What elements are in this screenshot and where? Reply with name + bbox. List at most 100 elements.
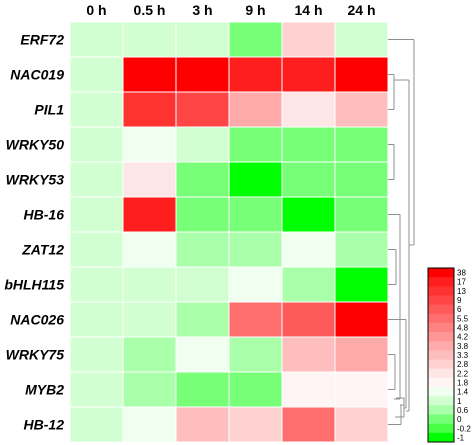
legend-tick-label: 0: [457, 415, 462, 424]
heatmap-cell: [70, 302, 123, 337]
legend-swatch: [428, 368, 454, 379]
legend-swatch: [428, 268, 454, 278]
legend-swatch: [428, 304, 454, 315]
heatmap-cell: [282, 92, 335, 127]
legend-tick-label: 4.2: [457, 333, 469, 342]
heatmap-cell: [282, 232, 335, 267]
legend-tick-label: 1.4: [457, 388, 469, 397]
heatmap-cell: [176, 127, 229, 162]
heatmap-cell: [229, 162, 282, 197]
heatmap-cell: [335, 197, 388, 232]
legend-tick-label: 4.8: [457, 324, 469, 333]
row-label: ZAT12: [21, 242, 64, 258]
row-dendrogram: [388, 39, 415, 425]
legend-swatch: [428, 286, 454, 296]
heatmap-cells: [70, 22, 388, 442]
legend-tick-label: 6: [457, 305, 462, 314]
legend-tick-label: 3.8: [457, 342, 469, 351]
legend-swatch: [428, 359, 454, 370]
legend-tick-label: 9: [457, 296, 462, 305]
legend-tick-label: -1: [457, 433, 465, 442]
column-label: 24 h: [347, 2, 375, 18]
heatmap-cell: [70, 57, 123, 92]
heatmap-cell: [123, 162, 176, 197]
legend-swatch: [428, 405, 454, 416]
heatmap-cell: [229, 127, 282, 162]
legend-swatch: [428, 387, 454, 397]
heatmap-cell: [123, 57, 176, 92]
legend-swatch: [428, 277, 454, 287]
heatmap-cell: [282, 267, 335, 302]
heatmap-cell: [229, 92, 282, 127]
heatmap-cell: [282, 197, 335, 232]
column-label: 14 h: [294, 2, 322, 18]
heatmap-cell: [176, 267, 229, 302]
legend-tick-label: 17: [457, 278, 466, 287]
heatmap-cell: [229, 232, 282, 267]
legend-tick-label: 13: [457, 287, 466, 296]
heatmap-cell: [176, 197, 229, 232]
heatmap-cell: [282, 407, 335, 442]
legend-tick-label: 3.3: [457, 351, 469, 360]
heatmap-cell: [282, 302, 335, 337]
row-label: WRKY50: [6, 137, 65, 153]
heatmap-cell: [70, 92, 123, 127]
legend-swatch: [428, 423, 454, 434]
heatmap-cell: [335, 337, 388, 372]
heatmap-cell: [176, 232, 229, 267]
heatmap-cell: [123, 372, 176, 407]
heatmap-cell: [335, 22, 388, 57]
heatmap-cell: [70, 197, 123, 232]
legend-swatch: [428, 414, 454, 425]
heatmap-cell: [176, 372, 229, 407]
heatmap-cell: [70, 232, 123, 267]
heatmap-cell: [335, 372, 388, 407]
column-label: 9 h: [245, 2, 265, 18]
row-label: PIL1: [34, 102, 64, 118]
heatmap-cell: [229, 57, 282, 92]
heatmap-cell: [70, 372, 123, 407]
heatmap-cell: [176, 302, 229, 337]
heatmap-cell: [176, 407, 229, 442]
heatmap-cell: [229, 302, 282, 337]
color-legend: 381713965.54.84.23.83.32.82.21.81.410.60…: [427, 267, 471, 443]
heatmap-cell: [70, 267, 123, 302]
heatmap-cell: [229, 407, 282, 442]
heatmap-cell: [176, 57, 229, 92]
legend-swatch: [428, 313, 454, 324]
row-label: WRKY53: [6, 172, 65, 188]
heatmap-cell: [229, 22, 282, 57]
legend-swatch: [428, 350, 454, 361]
heatmap-cell: [70, 127, 123, 162]
heatmap-cell: [123, 92, 176, 127]
legend-swatch: [428, 377, 454, 388]
row-label: MYB2: [25, 382, 64, 398]
legend-border: [427, 267, 455, 443]
legend-tick-label: 38: [457, 269, 466, 278]
legend-tick-label: 5.5: [457, 314, 469, 323]
heatmap-cell: [229, 372, 282, 407]
legend-swatch: [428, 322, 454, 333]
column-label: 0 h: [86, 2, 106, 18]
legend-tick-label: 2.8: [457, 360, 469, 369]
heatmap-cell: [176, 22, 229, 57]
heatmap-cell: [282, 127, 335, 162]
heatmap-cell: [123, 197, 176, 232]
heatmap-cell: [282, 162, 335, 197]
row-label: WRKY75: [6, 347, 65, 363]
heatmap-cell: [335, 127, 388, 162]
heatmap-cell: [229, 337, 282, 372]
heatmap-cell: [282, 57, 335, 92]
heatmap-cell: [123, 267, 176, 302]
heatmap-cell: [282, 372, 335, 407]
heatmap-cell: [335, 92, 388, 127]
legend-tick-label: -0.2: [457, 424, 471, 433]
heatmap-cell: [70, 162, 123, 197]
heatmap-cell: [123, 127, 176, 162]
heatmap-cell: [335, 232, 388, 267]
legend-tick-label: 0.6: [457, 406, 469, 415]
legend-swatch: [428, 432, 454, 443]
heatmap-cell: [70, 407, 123, 442]
heatmap-cell: [176, 162, 229, 197]
